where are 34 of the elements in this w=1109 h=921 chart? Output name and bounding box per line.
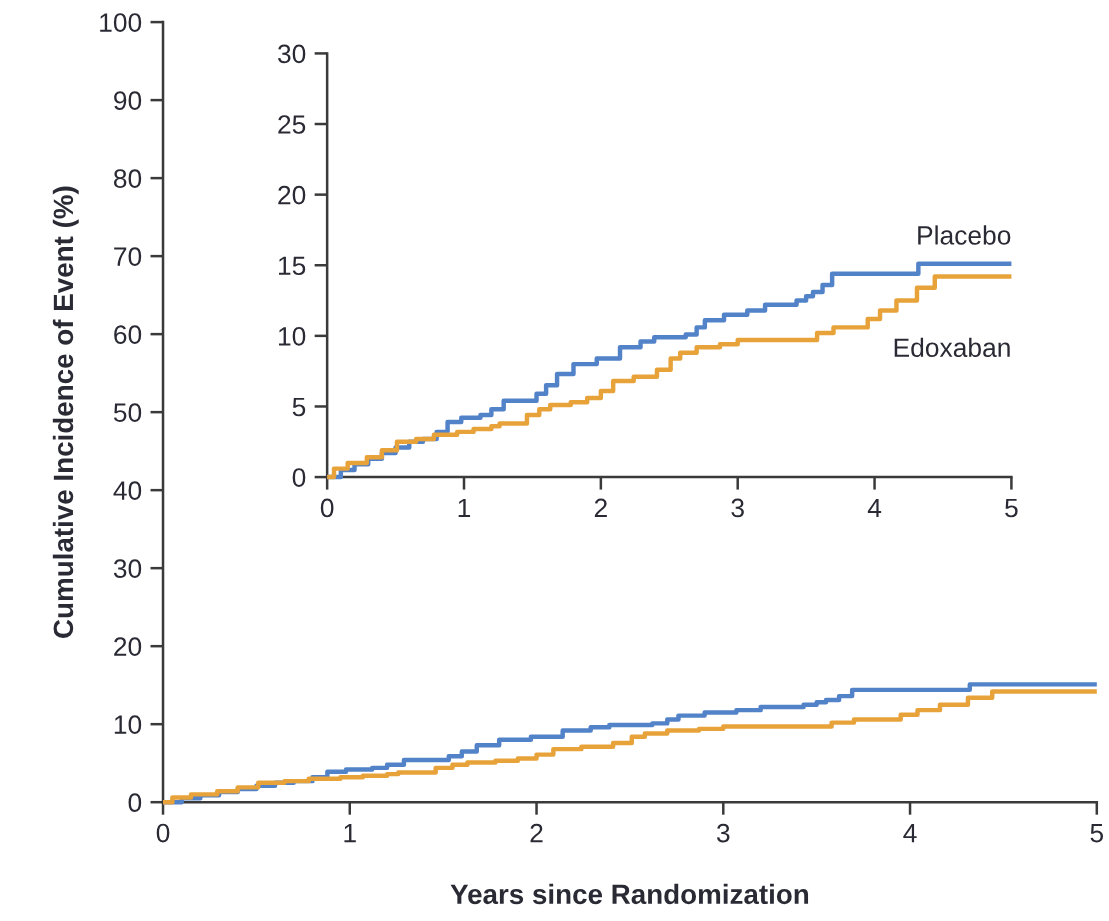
y-tick-label: 40 — [113, 481, 142, 500]
series-label: Placebo — [918, 225, 1011, 245]
y-tick-label: 10 — [278, 326, 306, 346]
x-tick-label: 1 — [344, 823, 356, 843]
y-tick-label: 90 — [114, 91, 142, 110]
y-tick-label: 25 — [278, 115, 306, 134]
y-tick-label: 0 — [292, 468, 306, 487]
x-tick-label: 2 — [594, 498, 607, 518]
x-tick-label: 0 — [320, 498, 334, 518]
x-tick-label: 5 — [1090, 823, 1104, 843]
x-tick-label: 3 — [731, 498, 744, 518]
y-tick-label: 100 — [100, 13, 142, 32]
x-tick-label: 5 — [1005, 498, 1018, 518]
series-label: Edoxaban — [894, 337, 1010, 358]
y-tick-label: 70 — [114, 247, 142, 266]
x-tick-label: 2 — [530, 823, 543, 843]
y-tick-label: 10 — [114, 715, 142, 734]
x-tick-label: 3 — [716, 823, 730, 843]
y-tick-label: 50 — [113, 403, 142, 422]
y-tick-label: 80 — [113, 169, 142, 188]
x-axis-title: Years since Randomization — [450, 883, 809, 905]
y-tick-label: 60 — [114, 325, 142, 344]
x-tick-label: 4 — [903, 823, 917, 843]
y-tick-label: 15 — [278, 256, 306, 276]
y-tick-label: 30 — [277, 44, 306, 64]
x-tick-label: 0 — [156, 823, 170, 843]
y-tick-label: 0 — [128, 793, 142, 813]
y-tick-label: 30 — [113, 559, 142, 578]
y-tick-label: 20 — [278, 185, 306, 205]
y-tick-label: 20 — [114, 637, 142, 656]
x-tick-label: 1 — [458, 498, 471, 518]
x-tick-label: 4 — [867, 498, 882, 518]
y-axis-title: Cumulative Incidence of Event (%) — [52, 186, 79, 638]
y-tick-label: 5 — [292, 397, 306, 417]
